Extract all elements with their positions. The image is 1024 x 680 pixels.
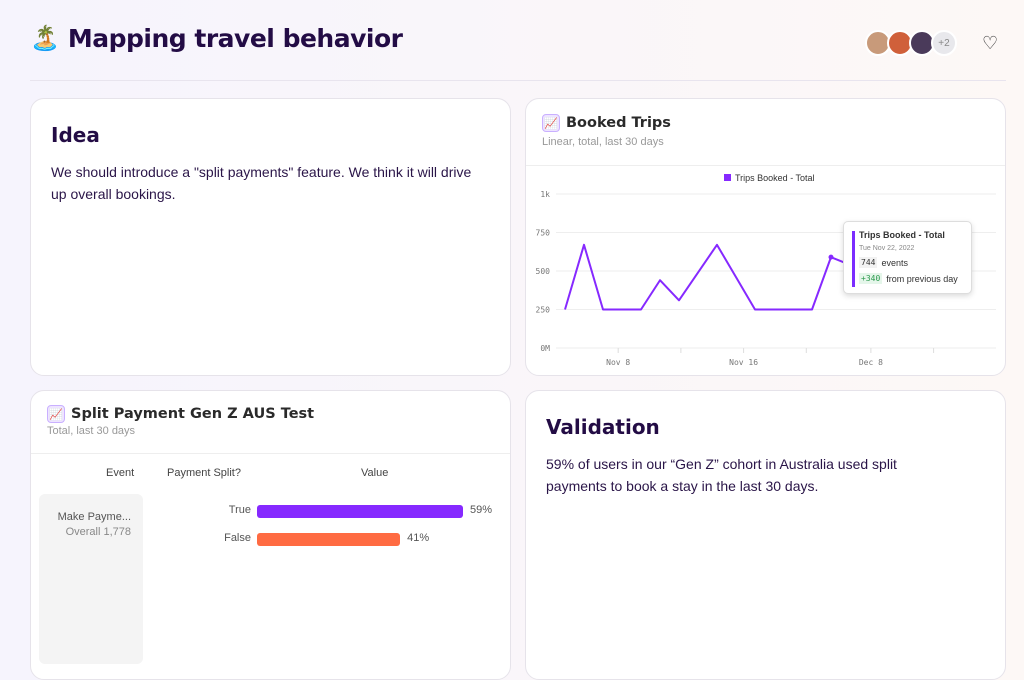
col-header-value: Value	[361, 467, 389, 479]
split-payment-card[interactable]: 📈 Split Payment Gen Z AUS Test Total, las…	[30, 390, 511, 680]
x-tick-label: Nov 8	[606, 358, 630, 367]
event-cell[interactable]: Make Payme... Overall 1,778	[39, 494, 143, 664]
tooltip-delta: +340	[859, 273, 883, 284]
validation-title: Validation	[546, 415, 660, 439]
data-point	[828, 254, 834, 260]
avatar[interactable]	[909, 30, 935, 56]
y-tick-label: 1k	[540, 190, 550, 199]
collaborators[interactable]: +2	[865, 30, 957, 56]
card-title[interactable]: Split Payment Gen Z AUS Test	[71, 406, 315, 422]
tooltip-value-label: events	[881, 257, 908, 268]
x-tick-label: Nov 16	[729, 358, 758, 367]
series-line	[564, 243, 851, 311]
tooltip-value: 744	[859, 257, 878, 268]
col-header-event: Event	[106, 467, 135, 479]
divider	[31, 453, 510, 454]
tooltip-date: Tue Nov 22, 2022	[859, 245, 915, 252]
idea-card: Idea We should introduce a "split paymen…	[30, 98, 511, 376]
value-bar[interactable]	[257, 533, 401, 546]
divider	[526, 165, 1005, 166]
col-header-payment-split: Payment Split?	[167, 467, 241, 479]
y-tick-label: 0M	[540, 344, 550, 353]
legend-swatch	[724, 174, 731, 181]
page-title[interactable]: Mapping travel behavior	[67, 24, 403, 53]
idea-body: We should introduce a "split payments" f…	[51, 164, 472, 202]
value-percent: 41%	[407, 532, 430, 544]
y-tick-label: 500	[536, 267, 551, 276]
avatar[interactable]	[887, 30, 913, 56]
card-subtitle: Total, last 30 days	[47, 425, 136, 437]
chart-tooltip: Trips Booked - Total Tue Nov 22, 2022 74…	[843, 221, 972, 294]
heart-icon[interactable]: ♡	[982, 33, 999, 53]
row-label: True	[228, 504, 251, 516]
line-chart[interactable]: Trips Booked - Total 0M 250 500 750 1k Nov 8 No…	[526, 167, 1006, 376]
y-tick-label: 750	[536, 229, 551, 238]
line-chart-icon: 📈	[542, 114, 560, 132]
avatar[interactable]	[865, 30, 891, 56]
page-header: 🏝️ Mapping travel behavior	[30, 24, 403, 53]
x-tick-label: Dec 8	[859, 358, 883, 367]
booked-trips-card[interactable]: 📈 Booked Trips Linear, total, last 30 day…	[525, 98, 1006, 376]
more-avatars-badge[interactable]: +2	[931, 30, 957, 56]
event-name: Make Payme...	[57, 511, 131, 523]
card-title[interactable]: Booked Trips	[566, 115, 671, 131]
idea-title: Idea	[51, 123, 100, 147]
event-total: Overall 1,778	[65, 526, 131, 538]
validation-card: Validation 59% of users in our “Gen Z” c…	[525, 390, 1006, 680]
tooltip-title: Trips Booked - Total	[859, 230, 945, 240]
tooltip-delta-label: from previous day	[886, 273, 958, 284]
row-label: False	[224, 532, 251, 544]
divider	[30, 80, 1006, 81]
y-tick-label: 250	[536, 306, 551, 315]
line-chart-icon: 📈	[47, 405, 65, 423]
value-bar[interactable]	[257, 505, 463, 518]
island-icon: 🏝️	[30, 25, 60, 52]
value-percent: 59%	[470, 504, 493, 516]
legend-label: Trips Booked - Total	[735, 173, 815, 183]
card-subtitle: Linear, total, last 30 days	[542, 136, 664, 148]
validation-body: 59% of users in our “Gen Z” cohort in Au…	[546, 456, 897, 494]
